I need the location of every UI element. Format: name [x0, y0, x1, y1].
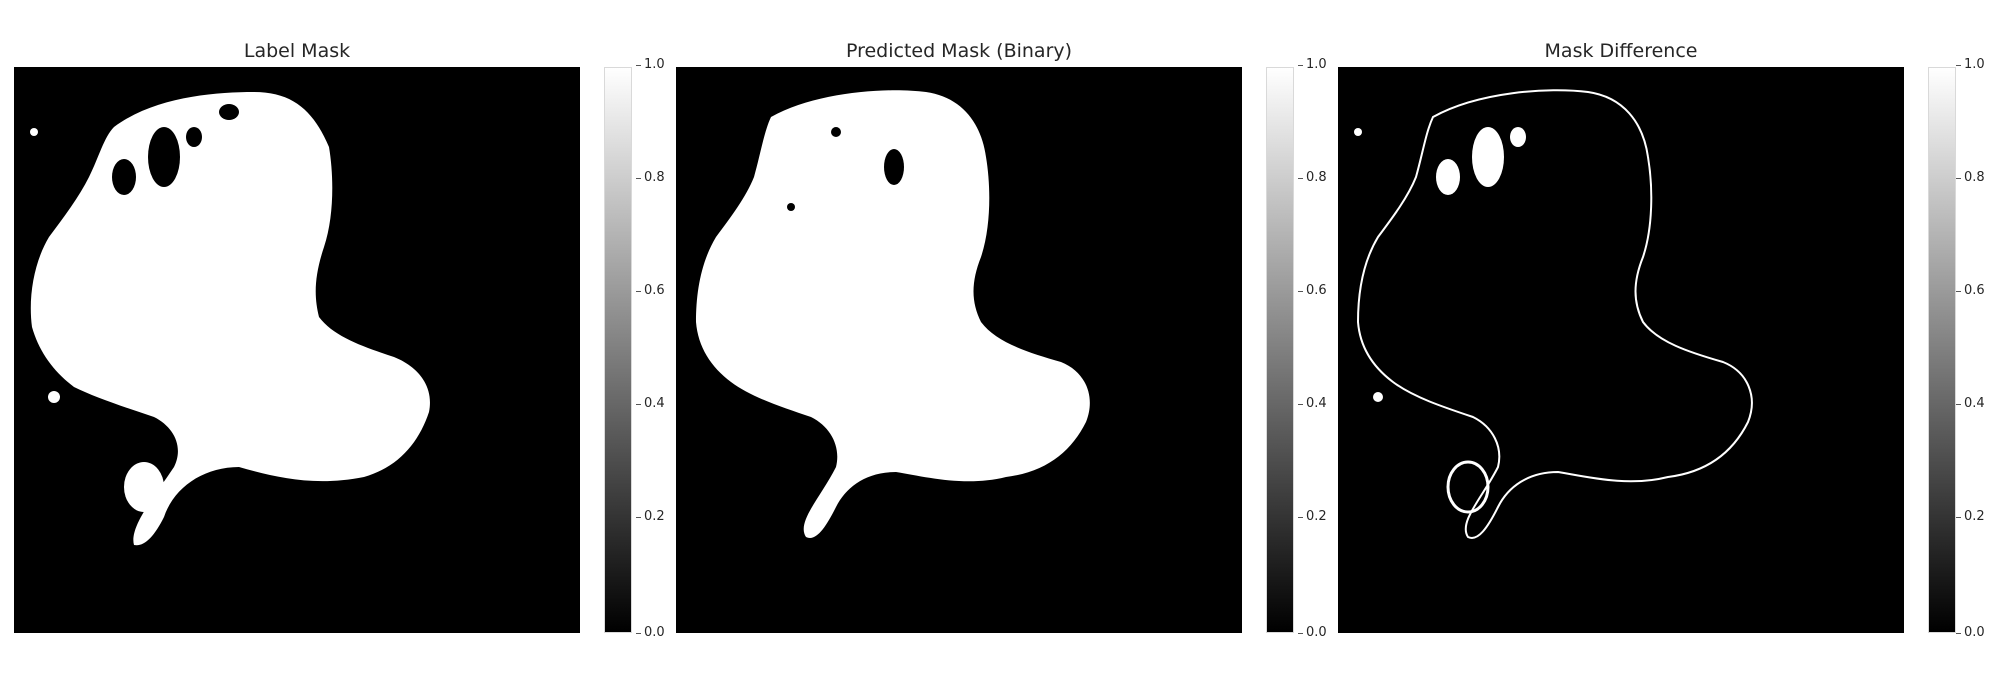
panel-title-label-mask: Label Mask	[243, 40, 351, 62]
colorbar-tick: 0.6	[1956, 283, 1985, 298]
colorbar-tick: 0.0	[636, 625, 665, 640]
colorbar-mask-difference	[1928, 67, 1956, 633]
colorbar-tick: 1.0	[636, 57, 665, 72]
colorbar-tick: 0.8	[1956, 170, 1985, 185]
colorbar-tick: 0.4	[1956, 396, 1985, 411]
colorbar-tick: 0.0	[1298, 625, 1327, 640]
colorbar-predicted-mask	[1266, 67, 1294, 633]
colorbar-tick: 0.0	[1956, 625, 1985, 640]
colorbar-tick: 0.6	[1298, 283, 1327, 298]
mask-difference-image	[1338, 67, 1904, 633]
colorbar-tick: 0.8	[636, 170, 665, 185]
colorbar-tick: 1.0	[1956, 57, 1985, 72]
colorbar-label-mask	[604, 67, 632, 633]
predicted-mask-image	[676, 67, 1242, 633]
colorbar-tick: 0.4	[636, 396, 665, 411]
colorbar-tick: 0.6	[636, 283, 665, 298]
colorbar-tick: 0.8	[1298, 170, 1327, 185]
colorbar-tick: 0.2	[1298, 509, 1327, 524]
panel-title-mask-difference: Mask Difference	[1544, 40, 1698, 62]
colorbar-tick: 0.4	[1298, 396, 1327, 411]
colorbar-tick: 1.0	[1298, 57, 1327, 72]
colorbar-tick: 0.2	[1956, 509, 1985, 524]
colorbar-tick: 0.2	[636, 509, 665, 524]
label-mask-image	[14, 67, 580, 633]
panel-title-predicted-mask: Predicted Mask (Binary)	[845, 40, 1073, 62]
